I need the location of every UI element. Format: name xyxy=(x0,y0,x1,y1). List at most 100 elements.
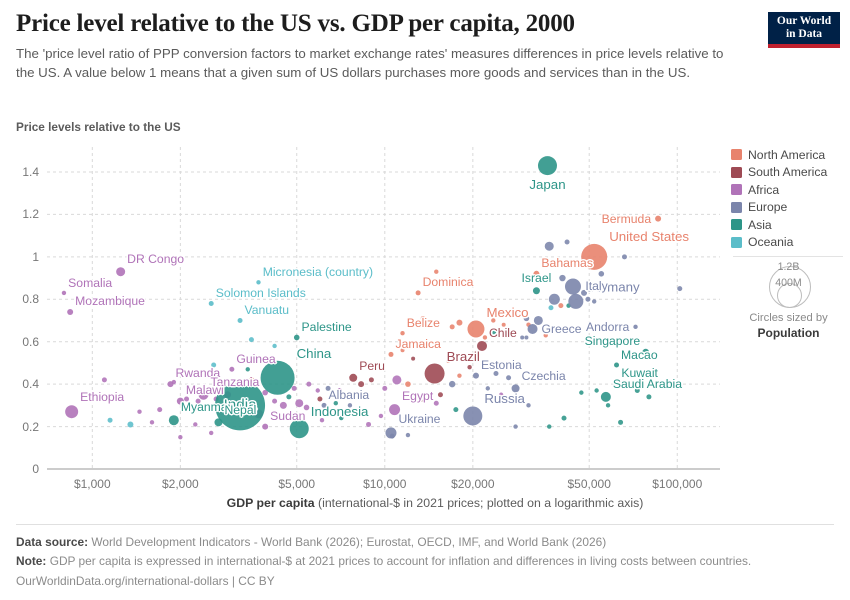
data-point-somalia[interactable] xyxy=(61,290,67,296)
data-point[interactable] xyxy=(491,318,496,323)
data-point-solomon-islands[interactable] xyxy=(208,301,214,307)
legend-item-africa[interactable]: Africa xyxy=(731,182,846,197)
data-point[interactable] xyxy=(262,389,268,396)
footer-license[interactable]: OurWorldinData.org/international-dollars… xyxy=(16,573,275,588)
data-point[interactable] xyxy=(520,335,525,340)
data-point-egypt[interactable] xyxy=(389,404,401,416)
data-point[interactable] xyxy=(581,289,588,296)
data-point[interactable] xyxy=(433,400,439,406)
data-point[interactable] xyxy=(449,324,455,330)
data-point-andorra[interactable] xyxy=(633,324,638,330)
data-point-israel[interactable] xyxy=(532,287,540,295)
data-point[interactable] xyxy=(378,413,384,419)
data-point[interactable] xyxy=(548,305,554,311)
continent-legend[interactable]: North America South America Africa Europe As… xyxy=(731,147,846,252)
data-point[interactable] xyxy=(548,293,560,305)
data-point[interactable] xyxy=(598,271,605,277)
legend-item-north-america[interactable]: North America xyxy=(731,147,846,162)
data-point[interactable] xyxy=(157,407,163,413)
data-point[interactable] xyxy=(591,299,597,304)
data-point[interactable] xyxy=(286,394,292,400)
legend-item-asia[interactable]: Asia xyxy=(731,217,846,232)
data-point[interactable] xyxy=(368,377,374,383)
data-point-nepal[interactable] xyxy=(214,418,223,427)
data-point[interactable] xyxy=(677,286,683,292)
data-point[interactable] xyxy=(184,396,190,402)
data-point[interactable] xyxy=(347,403,353,408)
legend-item-oceania[interactable]: Oceania xyxy=(731,235,846,250)
data-point[interactable] xyxy=(101,377,107,383)
data-point[interactable] xyxy=(193,422,198,427)
data-point-chile[interactable] xyxy=(477,340,488,351)
legend-item-south-america[interactable]: South America xyxy=(731,165,846,180)
data-point[interactable] xyxy=(456,319,463,326)
data-point[interactable] xyxy=(547,424,552,429)
data-point-belize[interactable] xyxy=(400,331,405,336)
data-point-italy[interactable] xyxy=(568,293,584,309)
data-point-mozambique[interactable] xyxy=(67,309,74,315)
data-point[interactable] xyxy=(485,386,490,391)
data-point[interactable] xyxy=(137,409,142,414)
data-point-tanzania[interactable] xyxy=(198,389,209,400)
data-point-united-states[interactable] xyxy=(581,243,608,270)
data-point-bermuda[interactable] xyxy=(655,215,662,222)
data-point[interactable] xyxy=(303,404,310,411)
data-point-germany[interactable] xyxy=(564,278,581,295)
data-point[interactable] xyxy=(149,420,155,425)
data-point[interactable] xyxy=(561,415,567,421)
data-point[interactable] xyxy=(248,337,254,343)
data-point[interactable] xyxy=(434,269,439,274)
owid-logo[interactable]: Our World in Data xyxy=(768,12,840,48)
data-point-bahamas[interactable] xyxy=(533,270,540,277)
data-point-ethiopia[interactable] xyxy=(65,405,79,419)
data-point[interactable] xyxy=(245,367,250,372)
data-point[interactable] xyxy=(457,373,462,378)
data-point[interactable] xyxy=(405,432,411,438)
data-point[interactable] xyxy=(411,356,416,361)
data-point-brazil[interactable] xyxy=(424,363,445,384)
data-point[interactable] xyxy=(336,388,342,393)
data-point[interactable] xyxy=(317,396,323,402)
data-point[interactable] xyxy=(523,315,530,322)
data-point-rwanda[interactable] xyxy=(167,381,174,388)
scatter-plot[interactable]: 0 0.2 0.4 0.6 0.8 1 1.2 1.4 $1,000 $2,000 $5,000 $1… xyxy=(22,145,720,491)
data-point[interactable] xyxy=(325,385,331,391)
data-point-russia[interactable] xyxy=(463,406,483,426)
data-point-greece[interactable] xyxy=(527,323,538,334)
data-point[interactable] xyxy=(315,388,320,393)
data-point-india[interactable] xyxy=(215,380,266,431)
data-point[interactable] xyxy=(403,415,409,421)
data-point-vanuatu[interactable] xyxy=(237,317,243,323)
data-point[interactable] xyxy=(211,362,217,368)
data-point-dominica[interactable] xyxy=(415,290,421,296)
data-point[interactable] xyxy=(400,348,405,353)
data-point[interactable] xyxy=(467,364,472,370)
data-point-malawi[interactable] xyxy=(176,397,184,405)
data-point[interactable] xyxy=(490,327,497,335)
data-point[interactable] xyxy=(448,380,456,388)
data-point-czechia[interactable] xyxy=(511,384,520,393)
data-point[interactable] xyxy=(291,385,297,391)
data-point-china[interactable] xyxy=(260,360,295,395)
data-point[interactable] xyxy=(482,335,488,340)
data-point[interactable] xyxy=(634,388,640,393)
data-point[interactable] xyxy=(339,415,344,421)
data-point[interactable] xyxy=(506,375,512,381)
data-point-myanmar[interactable] xyxy=(168,415,179,426)
data-point[interactable] xyxy=(358,381,365,388)
data-point[interactable] xyxy=(420,316,426,321)
data-point[interactable] xyxy=(107,417,113,423)
data-point[interactable] xyxy=(526,403,531,408)
data-point-dr-congo[interactable] xyxy=(116,267,126,277)
data-point-albania[interactable] xyxy=(321,402,327,408)
data-point-japan[interactable] xyxy=(537,156,557,176)
data-point[interactable] xyxy=(558,303,564,309)
data-point[interactable] xyxy=(498,392,504,397)
data-point[interactable] xyxy=(306,381,312,387)
data-point[interactable] xyxy=(272,398,278,404)
data-point[interactable] xyxy=(453,407,459,413)
data-point[interactable] xyxy=(543,333,548,338)
data-point[interactable] xyxy=(493,371,499,377)
data-point-saudi-arabia[interactable] xyxy=(600,391,611,402)
data-point[interactable] xyxy=(585,296,591,302)
